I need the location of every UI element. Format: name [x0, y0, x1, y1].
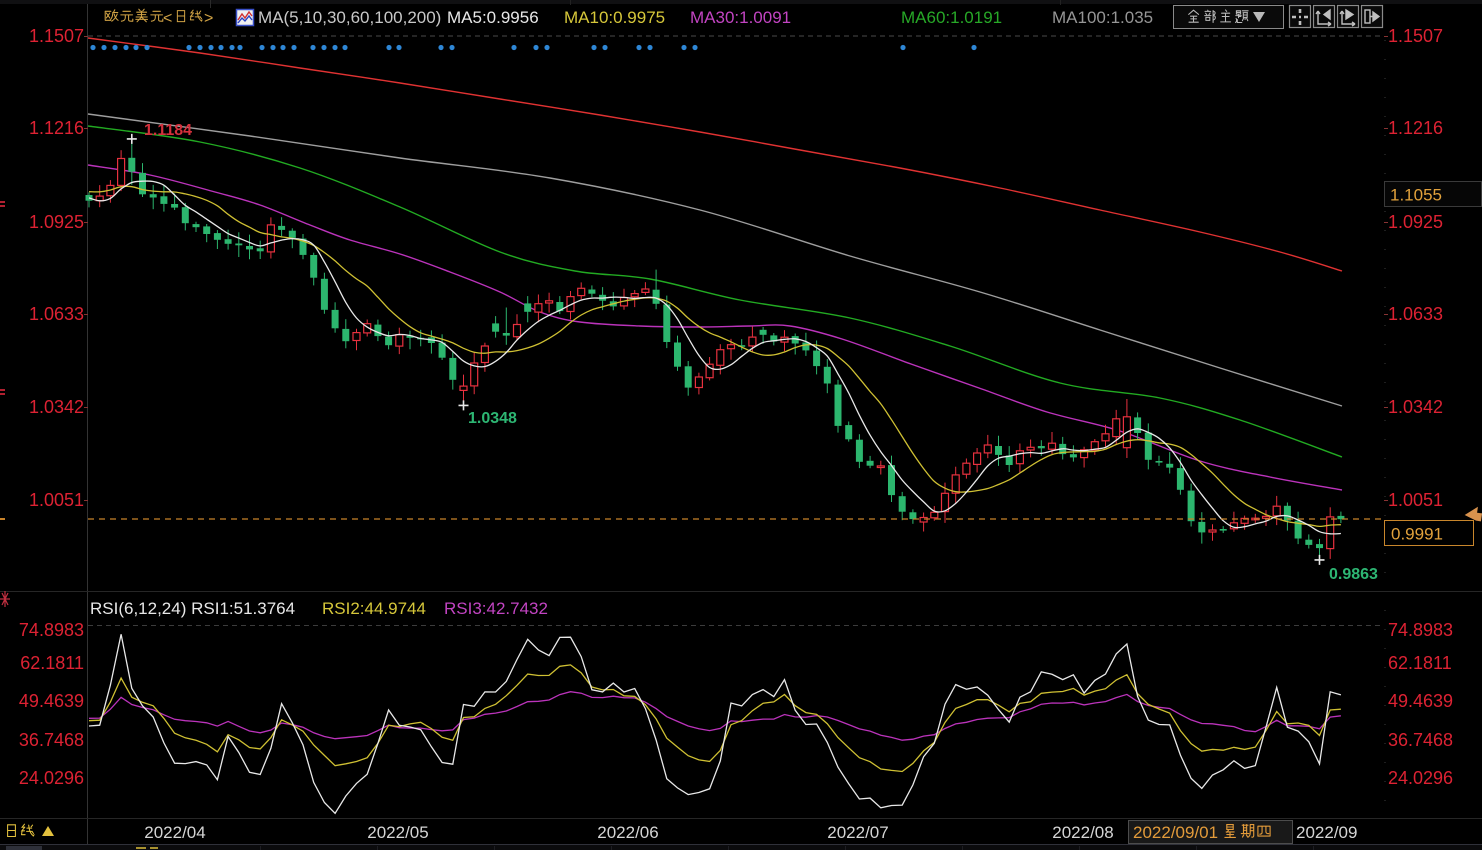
svg-text:49.4639: 49.4639: [19, 691, 84, 711]
svg-text:49.4639: 49.4639: [1388, 691, 1453, 711]
svg-text:MA(5,10,30,60,100,200): MA(5,10,30,60,100,200): [258, 8, 441, 27]
svg-text:24.0296: 24.0296: [1388, 768, 1453, 788]
svg-text:2022/06: 2022/06: [597, 823, 658, 842]
svg-text:62.1811: 62.1811: [1388, 653, 1452, 673]
svg-text:1.1184: 1.1184: [144, 122, 192, 139]
svg-text:RSI3:42.7432: RSI3:42.7432: [444, 599, 548, 618]
svg-text:1.0342: 1.0342: [1388, 397, 1443, 417]
svg-text:62.1811: 62.1811: [20, 653, 84, 673]
svg-text:0.9863: 0.9863: [1329, 566, 1378, 583]
svg-text:1.0925: 1.0925: [29, 212, 84, 232]
svg-text:MA60:1.0191: MA60:1.0191: [901, 8, 1002, 27]
svg-text:36.7468: 36.7468: [19, 730, 84, 750]
svg-text:1.0051: 1.0051: [29, 490, 84, 510]
svg-text:MA30:1.0091: MA30:1.0091: [690, 8, 791, 27]
svg-text:1.0633: 1.0633: [1388, 304, 1443, 324]
svg-text:74.8983: 74.8983: [1388, 620, 1453, 640]
svg-text:24.0296: 24.0296: [19, 768, 84, 788]
svg-text:1.1216: 1.1216: [1388, 118, 1443, 138]
svg-text:1.0348: 1.0348: [468, 410, 517, 427]
svg-text:1.0051: 1.0051: [1388, 490, 1443, 510]
svg-text:MA5:0.9956: MA5:0.9956: [447, 8, 539, 27]
svg-text:1.1507: 1.1507: [29, 26, 84, 46]
svg-text:>: >: [204, 10, 213, 27]
svg-text:<: <: [163, 10, 172, 27]
svg-text:74.8983: 74.8983: [19, 620, 84, 640]
svg-text:36.7468: 36.7468: [1388, 730, 1453, 750]
svg-text:2022/09: 2022/09: [1296, 823, 1357, 842]
svg-text:RSI(6,12,24) RSI1:51.3764: RSI(6,12,24) RSI1:51.3764: [90, 599, 295, 618]
svg-text:2022/04: 2022/04: [144, 823, 205, 842]
svg-text:MA100:1.035: MA100:1.035: [1052, 8, 1153, 27]
svg-text:1.0925: 1.0925: [1388, 212, 1443, 232]
svg-text:1.1216: 1.1216: [29, 118, 84, 138]
svg-text:1.1055: 1.1055: [1390, 186, 1442, 205]
svg-text:1.0342: 1.0342: [29, 397, 84, 417]
svg-text:2022/09/01: 2022/09/01: [1133, 823, 1218, 842]
svg-text:1.1507: 1.1507: [1388, 26, 1443, 46]
svg-text:RSI2:44.9744: RSI2:44.9744: [322, 599, 426, 618]
svg-text:2022/05: 2022/05: [367, 823, 428, 842]
svg-text:1.0633: 1.0633: [29, 304, 84, 324]
svg-text:MA10:0.9975: MA10:0.9975: [564, 8, 665, 27]
svg-text:0.9991: 0.9991: [1391, 525, 1443, 544]
svg-text:2022/07: 2022/07: [827, 823, 888, 842]
svg-text:2022/08: 2022/08: [1052, 823, 1113, 842]
